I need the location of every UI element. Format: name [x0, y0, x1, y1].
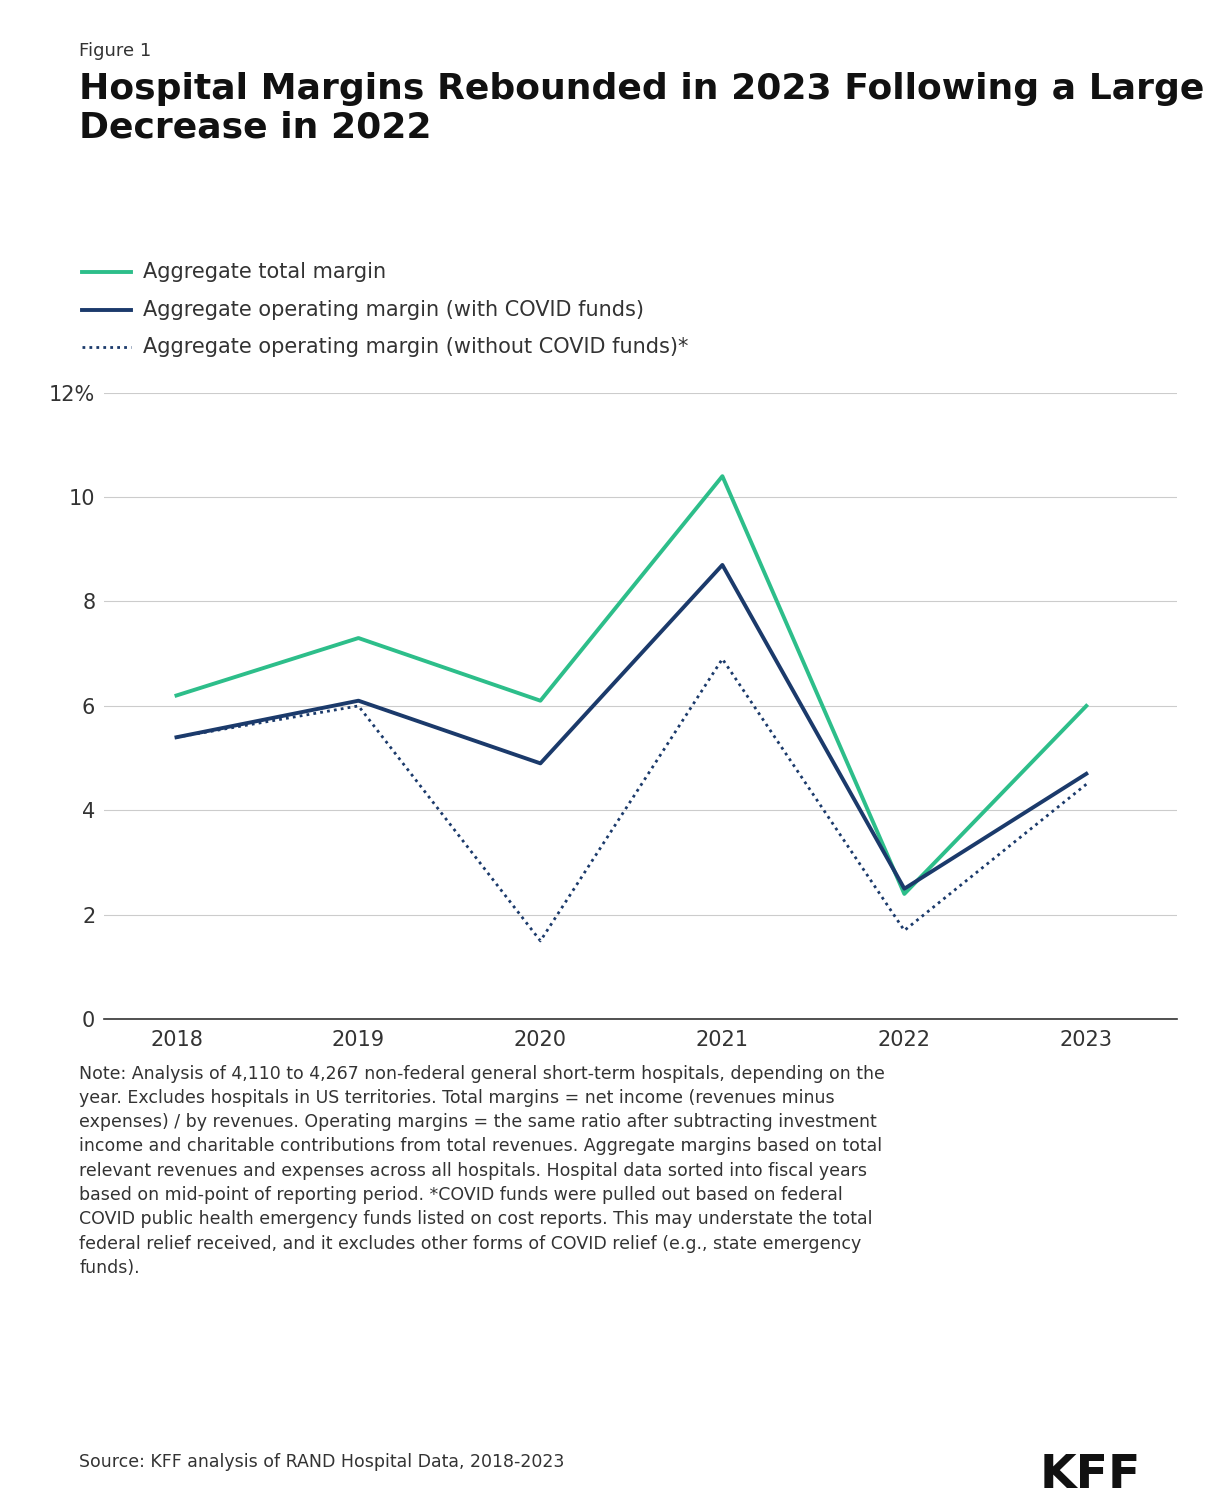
Text: KFF: KFF	[1039, 1453, 1141, 1498]
Text: Source: KFF analysis of RAND Hospital Data, 2018-2023: Source: KFF analysis of RAND Hospital Da…	[79, 1453, 565, 1471]
Text: Note: Analysis of 4,110 to 4,267 non-federal general short-term hospitals, depen: Note: Analysis of 4,110 to 4,267 non-fed…	[79, 1065, 886, 1277]
Text: Figure 1: Figure 1	[79, 42, 151, 60]
Text: Aggregate operating margin (without COVID funds)*: Aggregate operating margin (without COVI…	[143, 337, 688, 358]
Text: Hospital Margins Rebounded in 2023 Following a Large
Decrease in 2022: Hospital Margins Rebounded in 2023 Follo…	[79, 72, 1204, 145]
Text: Aggregate operating margin (with COVID funds): Aggregate operating margin (with COVID f…	[143, 299, 644, 320]
Text: Aggregate total margin: Aggregate total margin	[143, 261, 386, 282]
